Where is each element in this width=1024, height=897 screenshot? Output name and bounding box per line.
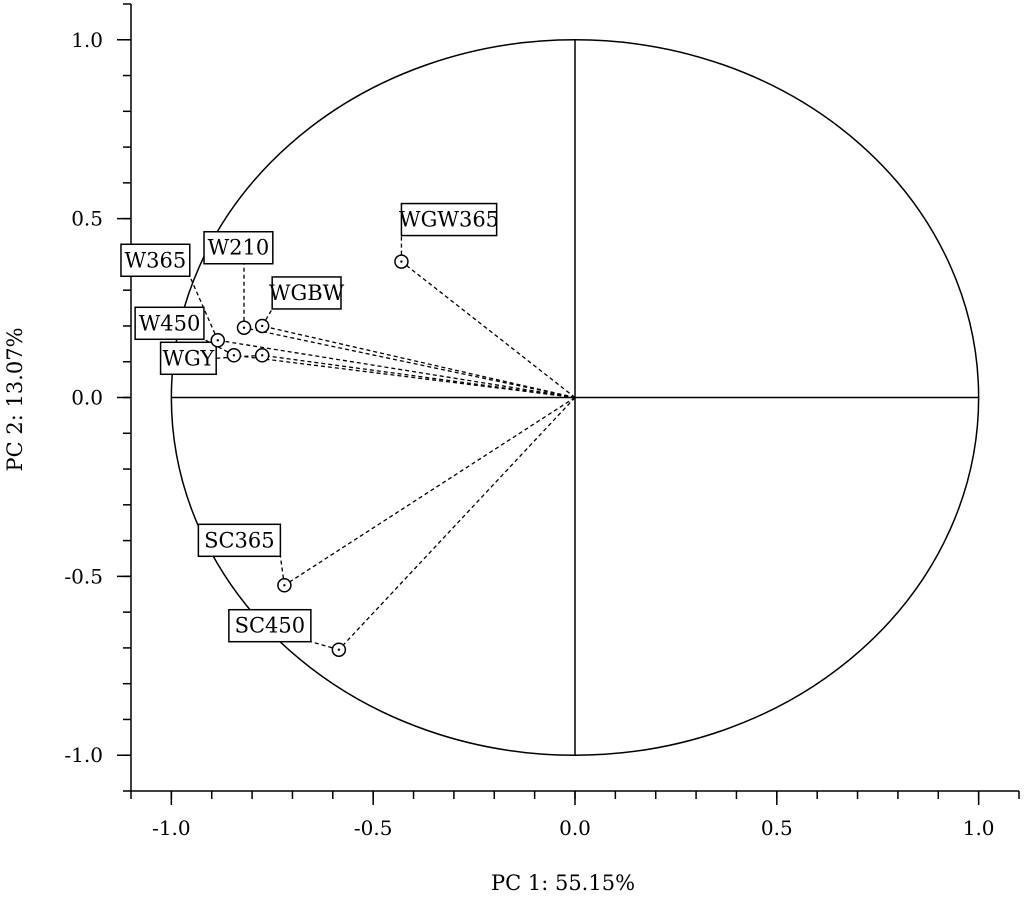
- y-tick-label: 0.0: [71, 386, 103, 410]
- loading-line: [401, 261, 576, 399]
- loading-line: [338, 397, 576, 651]
- point-marker-center: [260, 324, 264, 328]
- x-tick-label: 0.0: [559, 816, 591, 840]
- point-label: W365: [125, 248, 187, 272]
- point-marker-center: [337, 648, 341, 651]
- point-marker-center: [232, 354, 236, 357]
- y-tick-label: 0.5: [71, 207, 103, 231]
- loading-line: [262, 325, 576, 399]
- label-leader-line: [310, 641, 340, 651]
- x-tick-label: -0.5: [354, 816, 393, 840]
- x-axis-title: PC 1: 55.15%: [491, 871, 635, 895]
- y-tick-label: 1.0: [71, 28, 103, 52]
- label-leader-line: [279, 556, 286, 586]
- x-tick-label: 1.0: [963, 816, 995, 840]
- point-label: WGW365: [399, 208, 499, 232]
- point-label-box: [400, 202, 498, 237]
- point-label: WGY: [162, 346, 215, 370]
- loading-lines: [189, 235, 576, 651]
- loading-line: [262, 354, 576, 399]
- y-tick-label: -0.5: [64, 564, 103, 588]
- point-marker-center: [400, 260, 403, 263]
- point-marker-center: [242, 326, 246, 329]
- x-tick-label: 0.5: [761, 816, 793, 840]
- point-label-box: [120, 243, 191, 278]
- loading-line: [243, 327, 576, 399]
- point-label: SC365: [204, 528, 275, 552]
- point-label-box: [228, 608, 312, 643]
- point-label-box: [159, 341, 217, 376]
- point-label-box: [203, 230, 274, 265]
- point-label-box: [271, 276, 342, 310]
- point-labels: WGW365 W210 WGBW W365 W450 WGY SC365 SC450: [120, 202, 499, 643]
- point-label: W450: [139, 311, 201, 335]
- y-axis-title: PC 2: 13.07%: [3, 327, 27, 471]
- point-label: W210: [208, 236, 270, 260]
- point-markers: [210, 254, 409, 657]
- label-leader-line: [189, 276, 219, 341]
- point-marker-center: [216, 339, 219, 342]
- axes: -1.0 -0.5 0.0 0.5 1.0 1.0 0.5 0.0 -0.5 -1.0: [64, 3, 1020, 840]
- point-label-box: [197, 523, 282, 558]
- y-tick-label: -1.0: [64, 743, 103, 767]
- point-marker-center: [283, 584, 286, 587]
- loading-line: [284, 396, 576, 586]
- point-marker-center: [260, 354, 264, 357]
- point-label-box: [134, 306, 205, 341]
- loading-line: [217, 339, 576, 399]
- point-label: WGBW: [269, 281, 345, 305]
- point-label: SC450: [235, 614, 306, 638]
- x-tick-label: -1.0: [152, 816, 191, 840]
